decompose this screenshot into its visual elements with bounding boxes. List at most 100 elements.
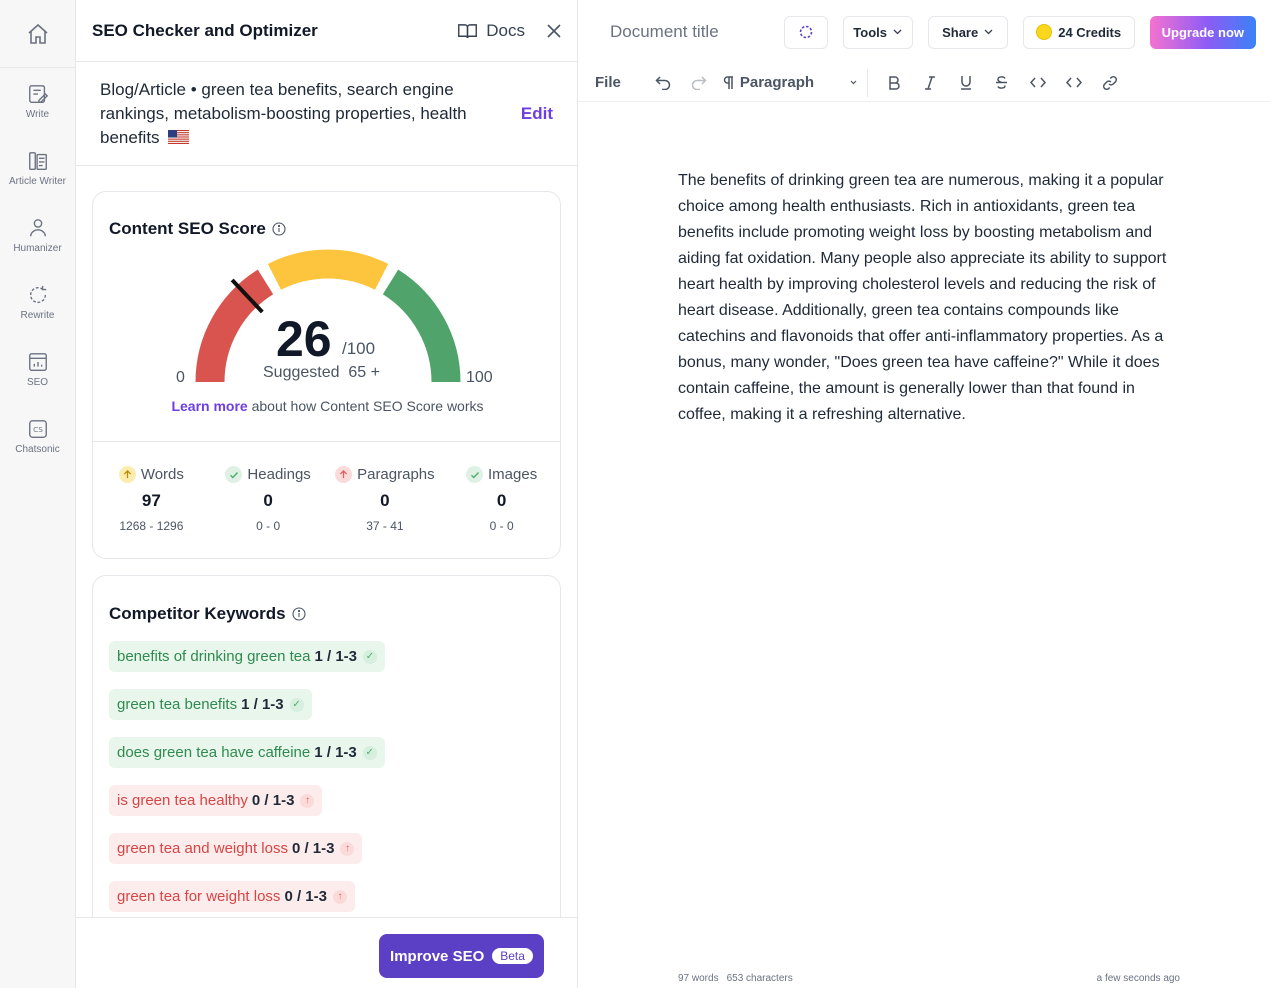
panel-header: SEO Checker and Optimizer Docs bbox=[76, 0, 577, 62]
italic-button[interactable] bbox=[912, 68, 948, 98]
rail-label: Rewrite bbox=[20, 310, 55, 321]
file-menu[interactable]: File bbox=[595, 74, 621, 91]
redo-icon bbox=[691, 75, 707, 90]
improve-seo-button[interactable]: Improve SEO Beta bbox=[379, 934, 544, 978]
keyword-text: green tea benefits bbox=[117, 696, 238, 713]
code-icon bbox=[1065, 77, 1082, 88]
rewrite-icon bbox=[29, 285, 46, 304]
upgrade-button[interactable]: Upgrade now bbox=[1149, 15, 1256, 49]
strikethrough-button[interactable] bbox=[984, 68, 1020, 98]
learn-more-link[interactable]: Learn more bbox=[171, 398, 248, 414]
keyword-chip[interactable]: green tea and weight loss 0 / 1-3 ↑ bbox=[109, 833, 363, 864]
rail-label: SEO bbox=[26, 377, 49, 388]
content-seo-score-card: Content SEO Score 26 /100 Suggested 65 +… bbox=[92, 191, 561, 559]
document-title[interactable]: Document title bbox=[610, 22, 719, 41]
topic-text: Blog/Article • green tea benefits, searc… bbox=[100, 79, 467, 147]
gauge-min-label: 0 bbox=[176, 369, 185, 386]
code-block-button[interactable] bbox=[1056, 68, 1092, 98]
bold-button[interactable] bbox=[876, 68, 912, 98]
chevron-down-icon bbox=[984, 29, 993, 35]
edit-topic-link[interactable]: Edit bbox=[520, 103, 553, 123]
home-button[interactable] bbox=[0, 0, 75, 68]
bold-icon bbox=[889, 75, 900, 90]
paragraph-style-select[interactable]: Paragraph bbox=[723, 74, 863, 91]
underline-icon bbox=[960, 76, 971, 90]
undo-icon bbox=[655, 75, 671, 90]
keyword-chip[interactable]: green tea for weight loss 0 / 1-3 ↑ bbox=[109, 881, 355, 912]
keywords-title: Competitor Keywords bbox=[109, 604, 286, 623]
link-icon bbox=[1102, 75, 1117, 90]
keyword-chip[interactable]: is green tea healthy 0 / 1-3 ↑ bbox=[109, 785, 323, 816]
keyword-chip[interactable]: does green tea have caffeine 1 / 1-3 ✓ bbox=[109, 737, 385, 768]
rail-item-humanizer[interactable]: Humanizer bbox=[0, 202, 75, 269]
keyword-text: is green tea healthy bbox=[117, 792, 248, 809]
redo-button[interactable] bbox=[681, 68, 717, 98]
svg-text:CS: CS bbox=[33, 425, 43, 434]
chevron-down-icon bbox=[893, 29, 902, 35]
info-icon[interactable] bbox=[292, 607, 306, 621]
close-button[interactable] bbox=[547, 23, 561, 38]
keyword-chip[interactable]: benefits of drinking green tea 1 / 1-3 ✓ bbox=[109, 641, 385, 672]
stat-range: 1268 - 1296 bbox=[119, 519, 184, 533]
docs-button[interactable]: Docs bbox=[457, 21, 525, 41]
coin-icon bbox=[1036, 24, 1053, 40]
editor-header: Document title Tools Share 24 Credits Up… bbox=[578, 0, 1270, 64]
keyword-count: 0 / 1-3 bbox=[251, 792, 295, 809]
gauge-max-label: 100 bbox=[466, 369, 493, 386]
us-flag-icon bbox=[168, 129, 190, 144]
rail-item-chatsonic[interactable]: CS Chatsonic bbox=[0, 403, 75, 470]
seo-panel: SEO Checker and Optimizer Docs Blog/Arti… bbox=[76, 0, 578, 988]
check-icon: ✓ bbox=[289, 697, 304, 712]
article-writer-icon bbox=[28, 152, 47, 170]
score-gauge bbox=[195, 249, 461, 383]
tools-button[interactable]: Tools bbox=[842, 15, 913, 49]
keyword-count: 1 / 1-3 bbox=[314, 744, 357, 761]
panel-title: SEO Checker and Optimizer bbox=[92, 20, 318, 40]
stat-range: 0 - 0 bbox=[489, 519, 514, 533]
keyword-count: 0 / 1-3 bbox=[291, 840, 335, 857]
loading-icon bbox=[799, 25, 812, 39]
home-icon bbox=[27, 23, 48, 44]
editor: Document title Tools Share 24 Credits Up… bbox=[578, 0, 1270, 988]
undo-button[interactable] bbox=[645, 68, 681, 98]
rail-item-article-writer[interactable]: Article Writer bbox=[0, 135, 75, 202]
write-icon bbox=[28, 85, 48, 103]
score-card-title: Content SEO Score bbox=[109, 219, 266, 238]
inline-code-button[interactable] bbox=[1020, 68, 1056, 98]
italic-icon bbox=[924, 75, 935, 90]
rail-label: Humanizer bbox=[13, 243, 62, 254]
info-icon[interactable] bbox=[272, 222, 286, 236]
rail-item-rewrite[interactable]: Rewrite bbox=[0, 269, 75, 336]
check-icon: ✓ bbox=[363, 649, 377, 664]
keyword-text: benefits of drinking green tea bbox=[117, 648, 311, 665]
check-icon bbox=[225, 466, 243, 483]
score-value: 26 bbox=[276, 311, 332, 367]
gauge-segment-yellow bbox=[267, 249, 389, 290]
arrow-up-icon bbox=[335, 466, 353, 483]
link-button[interactable] bbox=[1092, 68, 1128, 98]
panel-footer: Improve SEO Beta bbox=[76, 917, 577, 988]
stat-range: 37 - 41 bbox=[366, 519, 404, 533]
divider bbox=[93, 441, 560, 442]
gauge-segment-green bbox=[382, 269, 461, 383]
rail-item-seo[interactable]: SEO bbox=[0, 336, 75, 403]
keyword-count: 1 / 1-3 bbox=[241, 696, 284, 713]
check-icon bbox=[466, 466, 484, 483]
share-button[interactable]: Share bbox=[927, 15, 1008, 49]
credits-button[interactable]: 24 Credits bbox=[1022, 15, 1135, 49]
arrow-up-icon bbox=[118, 466, 136, 483]
underline-button[interactable] bbox=[948, 68, 984, 98]
character-count: 653 characters bbox=[726, 973, 793, 984]
rail-item-write[interactable]: Write bbox=[0, 68, 75, 135]
chevron-down-icon bbox=[850, 80, 857, 85]
code-icon bbox=[1029, 77, 1046, 88]
stat-headings: Headings 0 0 - 0 bbox=[210, 466, 327, 533]
score-stats: Words 97 1268 - 1296 Headings 0 0 - 0 Pa… bbox=[93, 466, 560, 533]
document-body[interactable]: The benefits of drinking green tea are n… bbox=[678, 172, 1167, 423]
keyword-text: green tea for weight loss bbox=[117, 888, 281, 905]
learn-more-text: Learn more about how Content SEO Score w… bbox=[171, 398, 484, 414]
history-button[interactable] bbox=[783, 15, 828, 49]
keyword-chip[interactable]: green tea benefits 1 / 1-3 ✓ bbox=[109, 689, 312, 720]
stat-value: 0 bbox=[263, 491, 273, 510]
stat-paragraphs: Paragraphs 0 37 - 41 bbox=[327, 466, 444, 533]
